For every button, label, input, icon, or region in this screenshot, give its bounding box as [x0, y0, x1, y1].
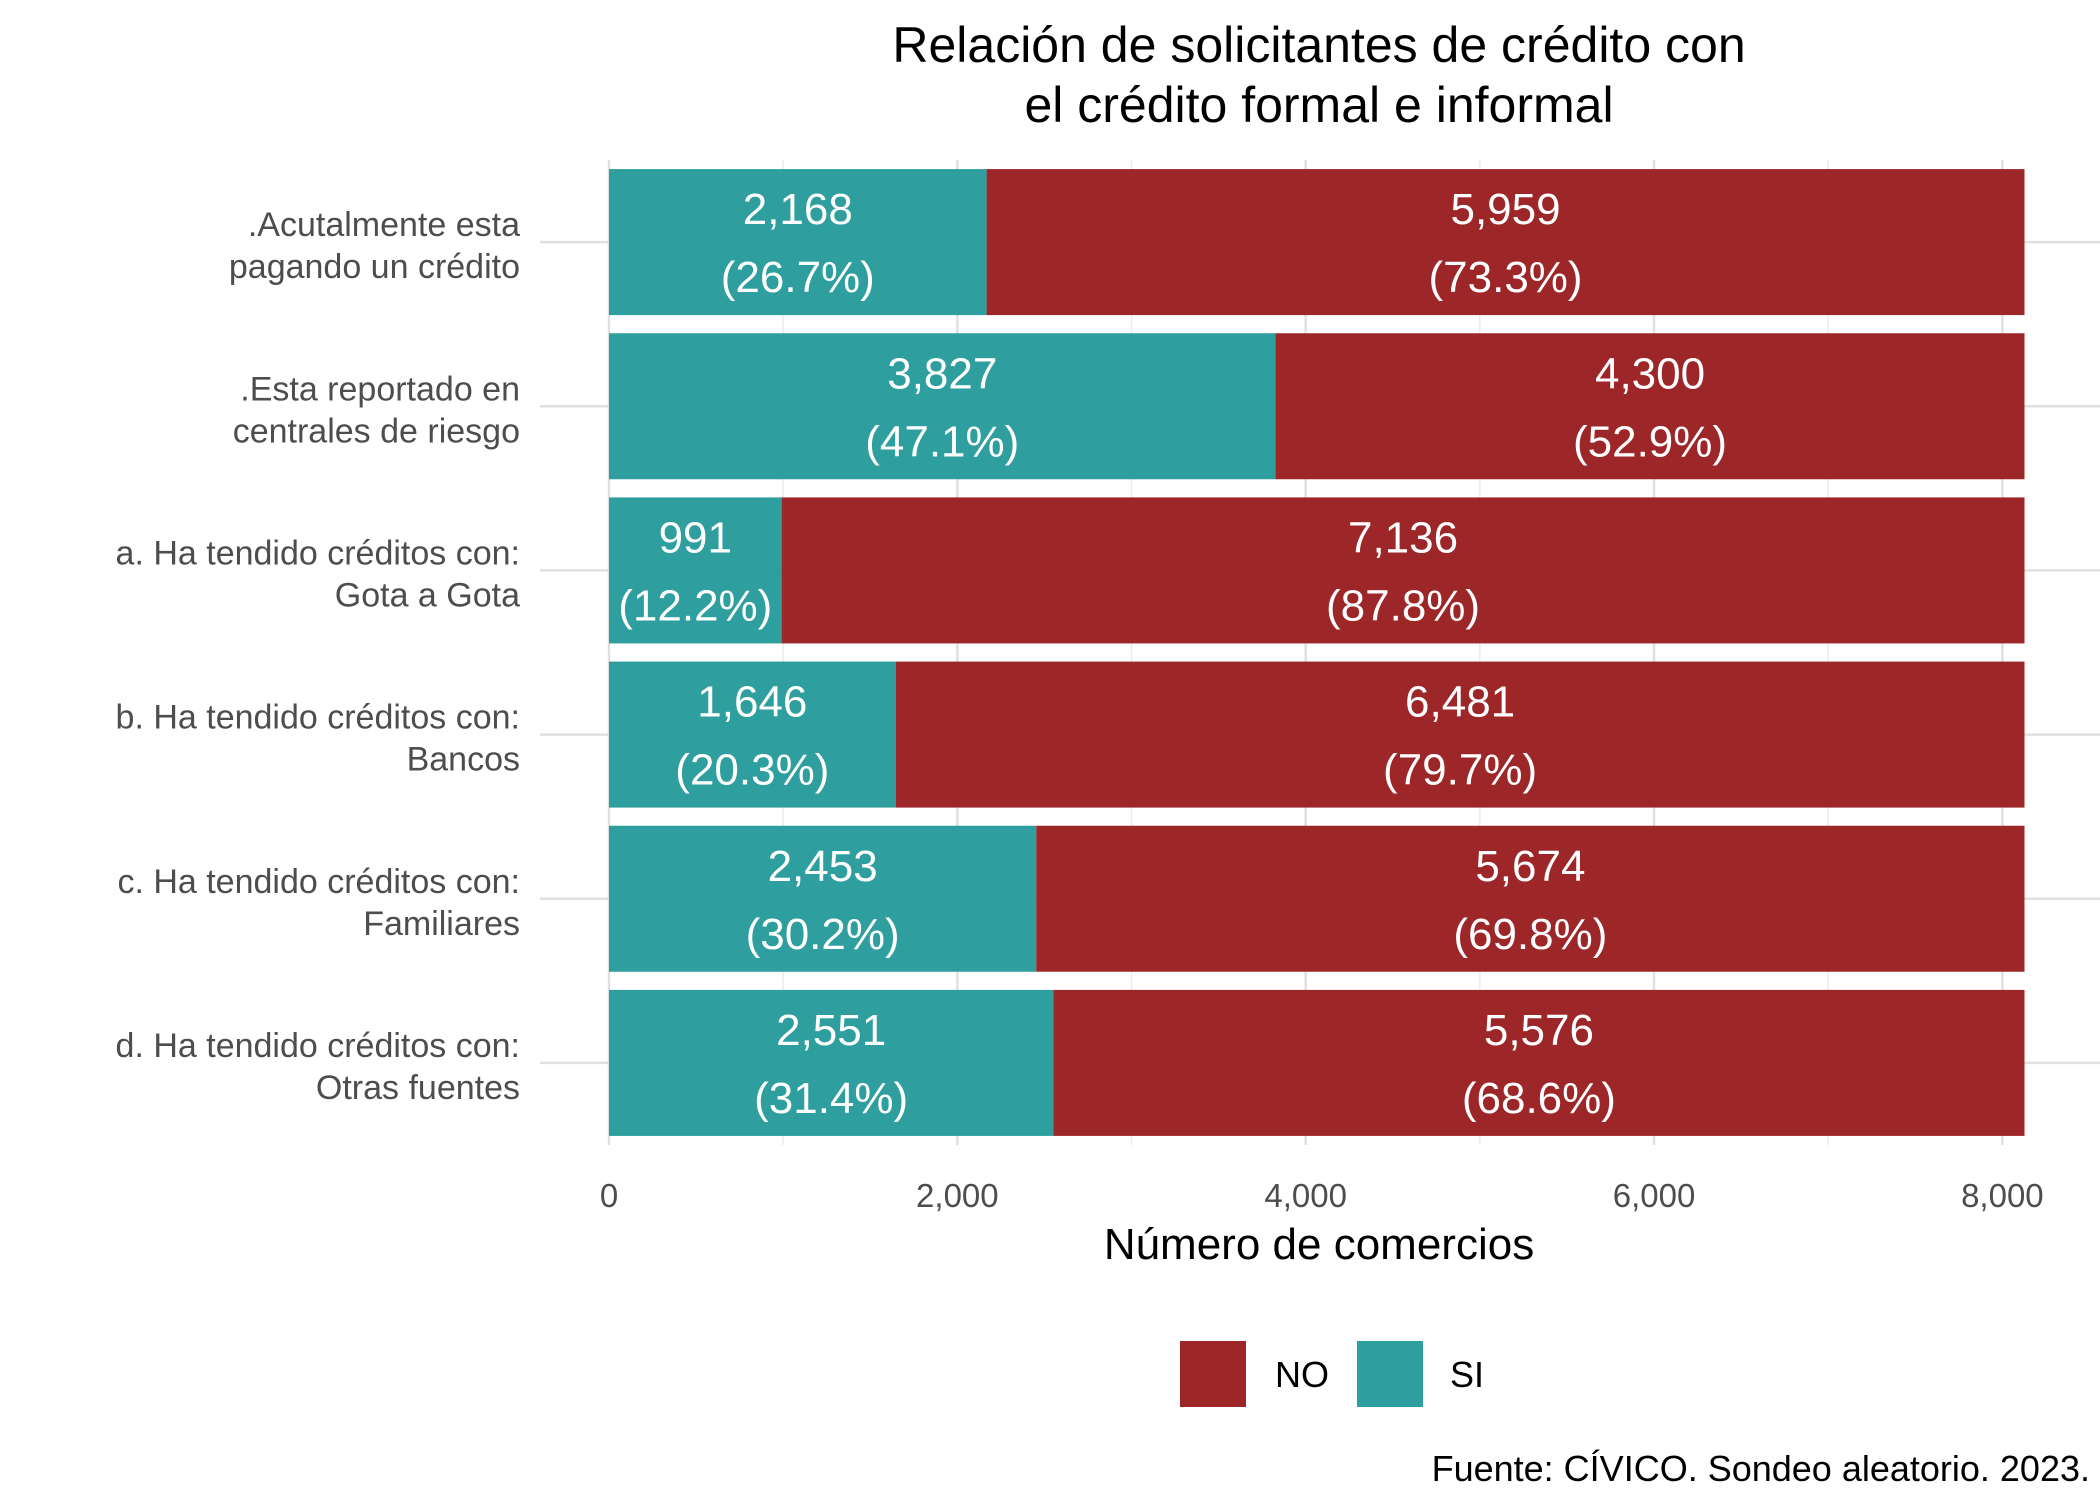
y-tick-label: c. Ha tendido créditos con: [117, 863, 520, 901]
data-label-si-count: 2,453 [768, 842, 878, 891]
bar-si [609, 333, 1276, 480]
bar-si [609, 169, 987, 316]
bar-no [1053, 989, 2025, 1136]
data-label-no-percent: (79.7%) [1383, 746, 1537, 795]
data-label-si-percent: (30.2%) [746, 910, 900, 959]
data-label-si-count: 3,827 [887, 349, 997, 398]
y-tick-label: Gota a Gota [335, 576, 520, 614]
chart-title: Relación de solicitantes de crédito con [892, 17, 1745, 73]
data-label-no-count: 4,300 [1595, 349, 1705, 398]
data-label-si-percent: (31.4%) [754, 1074, 908, 1123]
data-label-si-count: 991 [659, 513, 732, 562]
bar-no [781, 497, 2025, 644]
chart-title: el crédito formal e informal [1024, 77, 1613, 133]
x-tick-label: 4,000 [1264, 1177, 1347, 1214]
y-tick-label: Bancos [407, 741, 520, 779]
y-tick-label: Familiares [363, 905, 520, 943]
data-label-no-count: 5,959 [1450, 185, 1560, 234]
bar-si [609, 989, 1054, 1136]
data-label-no-percent: (52.9%) [1573, 417, 1727, 466]
legend-swatch-si [1357, 1341, 1423, 1407]
x-axis-title: Número de comercios [1104, 1220, 1534, 1269]
data-label-si-percent: (47.1%) [865, 417, 1019, 466]
y-tick-label: b. Ha tendido créditos con: [116, 699, 520, 737]
bar-si [609, 825, 1037, 972]
legend-label-no: NO [1275, 1354, 1329, 1395]
bar-si [609, 661, 896, 808]
legend-label-si: SI [1450, 1354, 1484, 1395]
data-label-si-percent: (12.2%) [618, 581, 772, 630]
y-tick-label: d. Ha tendido créditos con: [116, 1027, 520, 1065]
bar-no [895, 661, 2025, 808]
data-label-si-count: 2,168 [743, 185, 853, 234]
data-label-no-count: 5,674 [1475, 842, 1585, 891]
bar-si [609, 497, 782, 644]
data-label-no-percent: (69.8%) [1453, 910, 1607, 959]
data-label-no-percent: (73.3%) [1429, 253, 1583, 302]
y-tick-label: .Acutalmente esta [248, 206, 520, 244]
data-label-si-count: 2,551 [776, 1006, 886, 1055]
data-label-no-count: 7,136 [1348, 513, 1458, 562]
data-label-si-percent: (26.7%) [721, 253, 875, 302]
source-caption: Fuente: CÍVICO. Sondeo aleatorio. 2023. [1432, 1448, 2090, 1489]
y-tick-label: pagando un crédito [229, 248, 520, 286]
data-label-si-count: 1,646 [697, 678, 807, 727]
bar-no [986, 169, 2025, 316]
y-tick-label: a. Ha tendido créditos con: [116, 534, 520, 572]
x-tick-label: 2,000 [916, 1177, 999, 1214]
data-label-no-count: 5,576 [1484, 1006, 1594, 1055]
x-tick-label: 8,000 [1961, 1177, 2044, 1214]
data-label-no-count: 6,481 [1405, 678, 1515, 727]
y-tick-label: .Esta reportado en [240, 370, 520, 408]
data-label-no-percent: (87.8%) [1326, 581, 1480, 630]
data-label-si-percent: (20.3%) [675, 746, 829, 795]
bar-no [1036, 825, 2025, 972]
bar-no [1275, 333, 2025, 480]
x-tick-label: 6,000 [1613, 1177, 1696, 1214]
legend-swatch-no [1180, 1341, 1246, 1407]
x-tick-label: 0 [600, 1177, 618, 1214]
data-label-no-percent: (68.6%) [1462, 1074, 1616, 1123]
y-tick-label: Otras fuentes [316, 1069, 520, 1107]
y-tick-label: centrales de riesgo [233, 412, 520, 450]
